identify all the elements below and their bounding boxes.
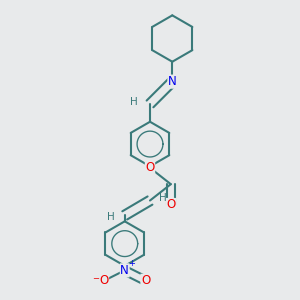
Text: +: + — [128, 259, 135, 268]
Text: O: O — [146, 161, 154, 174]
Text: O: O — [99, 274, 109, 287]
Text: H: H — [160, 193, 167, 202]
Text: H: H — [107, 212, 115, 222]
Text: H: H — [130, 98, 137, 107]
Text: N: N — [168, 75, 177, 88]
Text: O: O — [141, 274, 150, 287]
Text: O: O — [166, 199, 176, 212]
Text: N: N — [120, 264, 129, 277]
Text: −: − — [92, 274, 99, 283]
